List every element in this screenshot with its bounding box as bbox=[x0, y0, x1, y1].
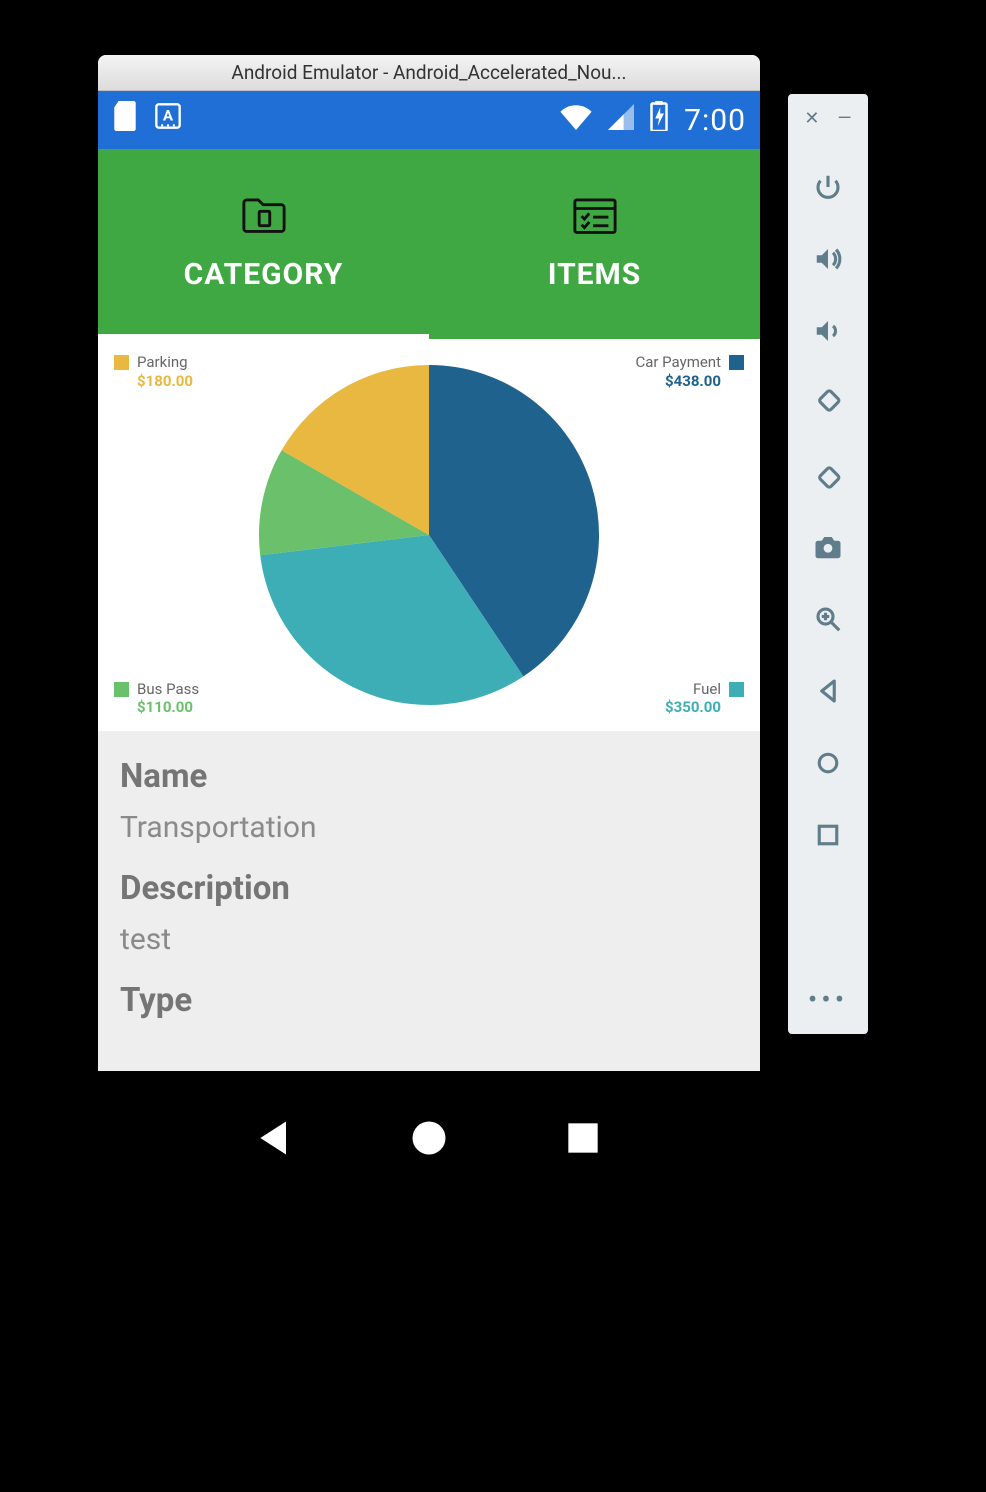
legend-swatch bbox=[114, 355, 129, 370]
svg-text:A: A bbox=[163, 107, 174, 125]
legend-fuel: Fuel $350.00 bbox=[665, 680, 744, 718]
zoom-button[interactable] bbox=[810, 601, 846, 637]
nav-overview-button[interactable] bbox=[561, 1116, 605, 1164]
legend-parking: Parking $180.00 bbox=[114, 353, 193, 391]
emulator-toolbar: ✕ — ••• bbox=[788, 94, 868, 1034]
label-type: Type bbox=[120, 981, 738, 1020]
legend-amount: $438.00 bbox=[635, 372, 721, 391]
label-description: Description bbox=[120, 869, 738, 908]
emulator-window: Android Emulator - Android_Accelerated_N… bbox=[98, 55, 760, 1071]
legend-amount: $110.00 bbox=[137, 698, 199, 717]
wifi-icon bbox=[560, 103, 592, 138]
label-name: Name bbox=[120, 757, 738, 796]
legend-car-payment: Car Payment $438.00 bbox=[635, 353, 744, 391]
status-clock: 7:00 bbox=[684, 103, 746, 138]
legend-swatch bbox=[729, 355, 744, 370]
emulator-titlebar: Android Emulator - Android_Accelerated_N… bbox=[98, 55, 760, 91]
nav-home-button[interactable] bbox=[407, 1116, 451, 1164]
rotate-right-button[interactable] bbox=[810, 457, 846, 493]
legend-name: Bus Pass bbox=[137, 680, 199, 699]
close-icon[interactable]: ✕ bbox=[804, 108, 819, 129]
more-button[interactable]: ••• bbox=[808, 983, 848, 1016]
nav-back-button[interactable] bbox=[253, 1116, 297, 1164]
legend-swatch bbox=[114, 682, 129, 697]
phone-screen: A 7:00 CATEGORY bbox=[98, 91, 760, 1071]
minimize-icon[interactable]: — bbox=[838, 108, 852, 129]
legend-bus-pass: Bus Pass $110.00 bbox=[114, 680, 199, 718]
legend-amount: $180.00 bbox=[137, 372, 193, 391]
legend-name: Parking bbox=[137, 353, 193, 372]
tab-items-label: ITEMS bbox=[548, 257, 642, 292]
value-description: test bbox=[120, 922, 738, 957]
volume-down-button[interactable] bbox=[810, 313, 846, 349]
sdcard-icon bbox=[112, 101, 138, 139]
emulator-title: Android Emulator - Android_Accelerated_N… bbox=[231, 61, 626, 84]
overview-button[interactable] bbox=[810, 817, 846, 853]
legend-name: Fuel bbox=[665, 680, 721, 699]
power-button[interactable] bbox=[810, 169, 846, 205]
tab-category-label: CATEGORY bbox=[184, 257, 344, 292]
value-name: Transportation bbox=[120, 810, 738, 845]
legend-amount: $350.00 bbox=[665, 698, 721, 717]
cell-signal-icon bbox=[608, 103, 634, 138]
input-method-icon: A bbox=[154, 102, 182, 138]
android-nav-bar bbox=[98, 1100, 760, 1180]
legend-name: Car Payment bbox=[635, 353, 721, 372]
pie-chart bbox=[254, 360, 604, 710]
rotate-left-button[interactable] bbox=[810, 385, 846, 421]
volume-up-button[interactable] bbox=[810, 241, 846, 277]
category-details: Name Transportation Description test Typ… bbox=[98, 731, 760, 1020]
home-button[interactable] bbox=[810, 745, 846, 781]
tab-category[interactable]: CATEGORY bbox=[98, 149, 429, 339]
back-button[interactable] bbox=[810, 673, 846, 709]
tab-bar: CATEGORY ITEMS bbox=[98, 149, 760, 339]
pie-chart-card: Car Payment $438.00 Fuel $350.00 Bus Pas… bbox=[98, 339, 760, 731]
legend-swatch bbox=[729, 682, 744, 697]
tab-items[interactable]: ITEMS bbox=[429, 149, 760, 339]
android-statusbar: A 7:00 bbox=[98, 91, 760, 149]
checklist-window-icon bbox=[572, 197, 618, 237]
battery-charging-icon bbox=[650, 101, 668, 139]
folder-doc-icon bbox=[241, 197, 287, 237]
screenshot-button[interactable] bbox=[810, 529, 846, 565]
